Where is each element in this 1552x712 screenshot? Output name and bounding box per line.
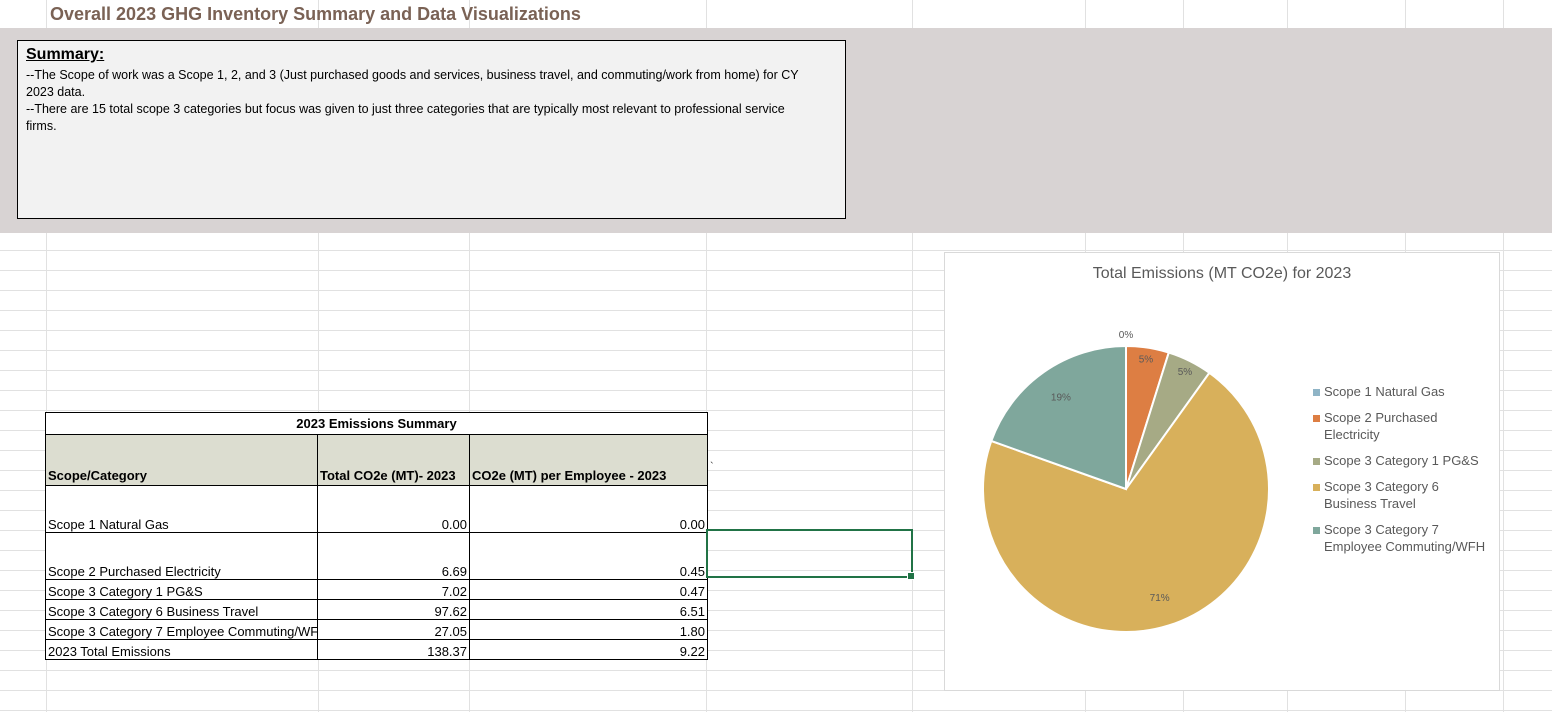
row-per-employee[interactable]: 0.47 [469,579,708,600]
table-title[interactable]: 2023 Emissions Summary [45,412,708,435]
pie-chart[interactable]: Total Emissions (MT CO2e) for 2023 0% 5% 5… [944,252,1500,691]
grid-row-line [0,630,1552,631]
row-per-employee[interactable]: 1.80 [469,619,708,640]
selected-cell[interactable] [706,529,915,580]
grid-row-line [0,670,1552,671]
row-total[interactable]: 97.62 [317,599,470,620]
legend-label: Scope 3 Category 7 Employee Commuting/WF… [1324,522,1486,554]
legend-swatch [1313,527,1320,534]
grid-column-line [46,0,47,712]
legend-swatch [1313,415,1320,422]
row-label[interactable]: Scope 1 Natural Gas [45,485,318,533]
legend-item[interactable]: Scope 1 Natural Gas [1313,383,1493,400]
pie-data-label: 0% [1119,330,1134,341]
pie-chart-plot: 0% 5% 5% 71% 19% [982,330,1270,633]
row-label[interactable]: Scope 3 Category 7 Employee Commuting/WF… [45,619,318,640]
pie-slice[interactable] [982,371,1270,633]
row-total[interactable]: 6.69 [317,532,470,580]
grid-column-line [1503,0,1504,712]
summary-line: 2023 data. [26,85,86,99]
pie-data-label: 19% [1051,393,1071,404]
row-per-employee[interactable]: 0.00 [469,485,708,533]
grid-row-line [0,490,1552,491]
grid-row-line [0,330,1552,331]
table-row: Scope 3 Category 7 Employee Commuting/WF… [45,619,708,640]
row-label[interactable]: Scope 3 Category 6 Business Travel [45,599,318,620]
grid-row-line [0,430,1552,431]
pie-slice[interactable] [990,344,1127,491]
emissions-summary-table: 2023 Emissions Summary Scope/Category To… [45,412,708,660]
row-total[interactable]: 138.37 [317,639,470,660]
grid-row-line [0,370,1552,371]
legend-item[interactable]: Scope 3 Category 1 PG&S [1313,452,1493,469]
legend-label: Scope 2 Purchased Electricity [1324,410,1438,442]
column-header-per-employee[interactable]: CO2e (MT) per Employee - 2023 [469,434,708,486]
summary-heading: Summary: [26,46,105,63]
legend-item[interactable]: Scope 3 Category 7 Employee Commuting/WF… [1313,521,1493,555]
row-per-employee[interactable]: 9.22 [469,639,708,660]
summary-line: firms. [26,119,57,133]
grid-column-line [469,0,470,712]
legend-swatch [1313,389,1320,396]
summary-line: --The Scope of work was a Scope 1, 2, an… [26,68,799,82]
grid-row-line [0,470,1552,471]
pie-data-label: 5% [1139,355,1154,366]
legend-label: Scope 1 Natural Gas [1324,384,1445,399]
grid-row-line [0,570,1552,571]
legend-item[interactable]: Scope 2 Purchased Electricity [1313,409,1493,443]
table-row: Scope 3 Category 1 PG&S 7.02 0.47 [45,579,708,600]
grid-column-line [912,0,913,712]
row-label[interactable]: 2023 Total Emissions [45,639,318,660]
pie-data-label: 71% [1150,593,1170,604]
row-total[interactable]: 0.00 [317,485,470,533]
grid-row-line [0,290,1552,291]
grid-row-line [0,450,1552,451]
row-label[interactable]: Scope 2 Purchased Electricity [45,532,318,580]
table-row-total: 2023 Total Emissions 138.37 9.22 [45,639,708,660]
legend-swatch [1313,484,1320,491]
grid-row-line [0,610,1552,611]
summary-line: --There are 15 total scope 3 categories … [26,102,785,116]
grid-row-line [0,350,1552,351]
row-label[interactable]: Scope 3 Category 1 PG&S [45,579,318,600]
chart-legend[interactable]: Scope 1 Natural Gas Scope 2 Purchased Ele… [1313,383,1493,564]
grid-row-line [0,590,1552,591]
row-total[interactable]: 7.02 [317,579,470,600]
table-row: Scope 1 Natural Gas 0.00 0.00 [45,485,708,533]
grid-row-line [0,310,1552,311]
row-per-employee[interactable]: 6.51 [469,599,708,620]
grid-row-line [0,250,1552,251]
grid-row-line [0,410,1552,411]
grid-row-line [0,270,1552,271]
grid-row-line [0,550,1552,551]
grid-column-line [318,0,319,712]
grid-row-line [0,510,1552,511]
pie-data-label: 5% [1178,367,1193,378]
row-total[interactable]: 27.05 [317,619,470,640]
grid-column-line [706,0,707,712]
column-header-scope[interactable]: Scope/Category [45,434,318,486]
grid-row-line [0,390,1552,391]
grid-row-line [0,710,1552,711]
row-per-employee[interactable]: 0.45 [469,532,708,580]
legend-label: Scope 3 Category 6 Business Travel [1324,479,1439,511]
legend-item[interactable]: Scope 3 Category 6 Business Travel [1313,478,1493,512]
grid-row-line [0,690,1552,691]
column-header-total[interactable]: Total CO2e (MT)- 2023 [317,434,470,486]
stray-character: ` [710,461,714,473]
legend-label: Scope 3 Category 1 PG&S [1324,453,1479,468]
table-row: Scope 3 Category 6 Business Travel 97.62… [45,599,708,620]
page-title: Overall 2023 GHG Inventory Summary and D… [50,4,581,24]
chart-title: Total Emissions (MT CO2e) for 2023 [1092,265,1352,282]
legend-swatch [1313,458,1320,465]
summary-textbox[interactable]: Summary: --The Scope of work was a Scope… [17,40,846,219]
grid-row-line [0,650,1552,651]
table-row: Scope 2 Purchased Electricity 6.69 0.45 [45,532,708,580]
